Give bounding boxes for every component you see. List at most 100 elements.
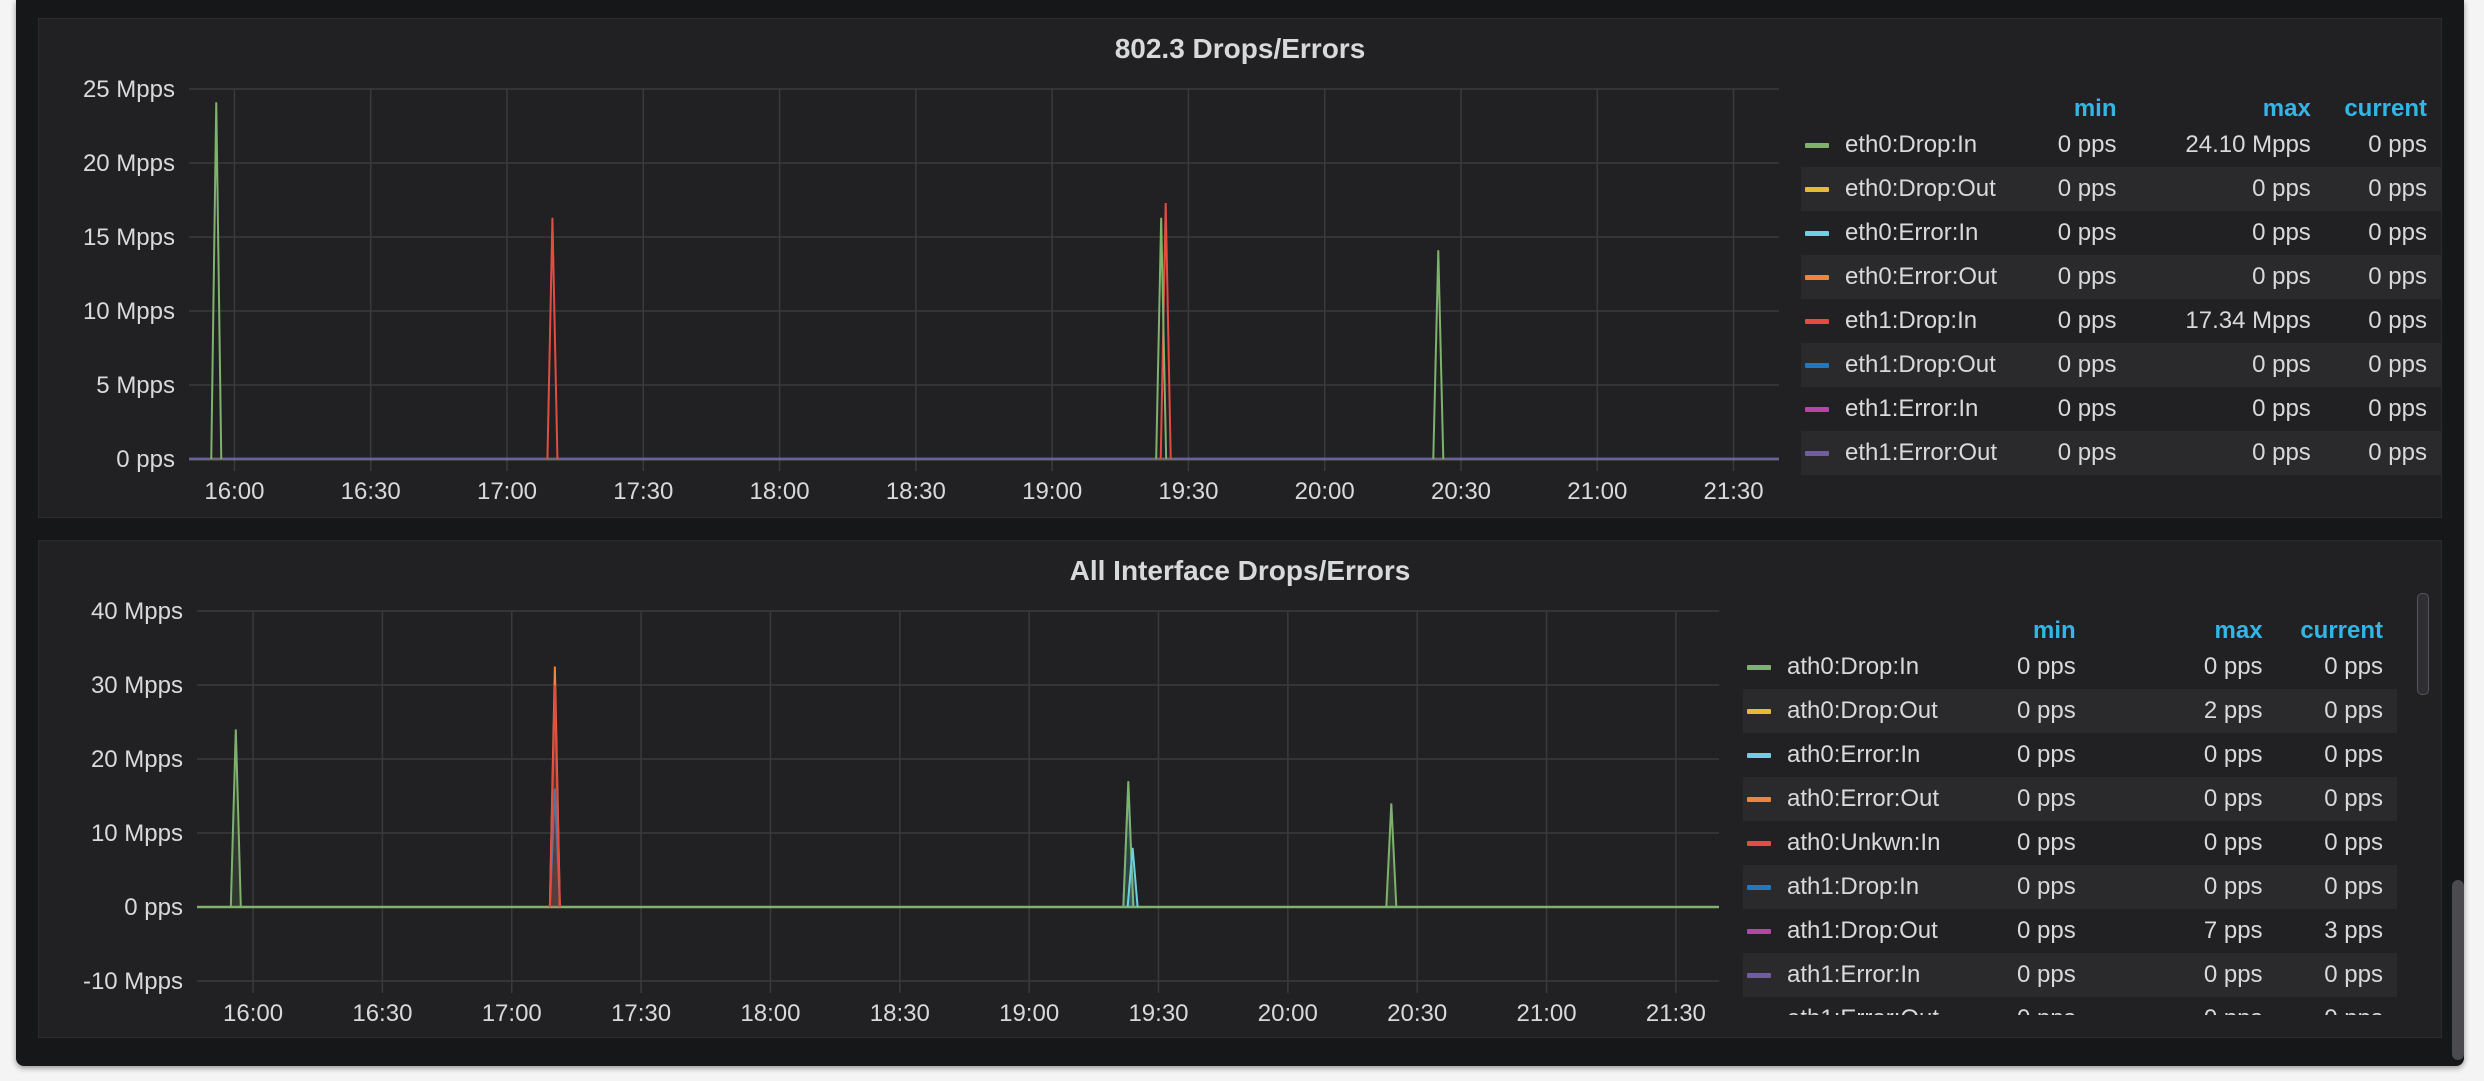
legend-series-name[interactable]: eth1:Drop:Out [1801,343,2004,387]
legend-series-name[interactable]: eth0:Drop:In [1801,123,2004,167]
legend-current: 0 pps [2324,431,2441,475]
legend-min: 0 pps [2003,167,2131,211]
series-spike-fill [1386,803,1397,907]
legend-row[interactable]: ath1:Error:In 0 pps 0 pps 0 pps [1743,953,2397,997]
legend-max: 0 pps [2203,653,2263,680]
series-color-swatch [1805,187,1829,193]
legend-series-name[interactable]: ath0:Error:In [1743,733,1951,777]
legend-row[interactable]: eth0:Drop:Out 0 pps 0 pps 0 pps [1801,167,2441,211]
legend-min: 0 pps [2057,131,2117,158]
x-tick-label: 17:00 [482,1000,542,1027]
legend-row[interactable]: eth1:Drop:Out 0 pps 0 pps 0 pps [1801,343,2441,387]
legend-row[interactable]: eth1:Error:Out 0 pps 0 pps 0 pps [1801,431,2441,475]
legend-current: 0 pps [2276,953,2397,997]
legend-max: 0 pps [2252,219,2311,246]
legend-series-name[interactable]: ath0:Drop:In [1743,645,1951,689]
series-color-swatch [1805,275,1829,281]
series-label: ath0:Drop:In [1787,653,1920,680]
legend-current: 0 pps [2324,653,2383,680]
series-spike [1126,847,1139,908]
legend-row[interactable]: ath0:Unkwn:In 0 pps 0 pps 0 pps [1743,821,2397,865]
panel-title[interactable]: All Interface Drops/Errors [1069,555,1411,586]
legend-max: 17.34 Mpps [2185,307,2311,334]
legend-series-name[interactable]: ath1:Error:Out [1743,997,1951,1015]
legend-row[interactable]: ath1:Drop:Out 0 pps 7 pps 3 pps [1743,909,2397,953]
y-tick-label: 15 Mpps [83,224,175,251]
x-tick-label: 17:30 [613,478,673,505]
legend-min: 0 pps [2003,255,2131,299]
panel-title[interactable]: 802.3 Drops/Errors [1114,33,1366,64]
x-tick-label: 16:30 [352,1000,412,1027]
series-color-swatch [1747,929,1771,935]
series-color-swatch [1747,885,1771,891]
x-tick-label: 19:30 [1128,1000,1188,1027]
legend-header-name [1743,603,1951,645]
series-label: eth1:Drop:Out [1845,351,1996,378]
series-label: ath1:Error:In [1787,961,1921,988]
legend-max: 0 pps [2252,395,2311,422]
legend-series-name[interactable]: eth1:Error:Out [1801,431,2004,475]
legend-header-max[interactable]: max [2214,617,2263,644]
legend-current: 0 pps [2324,255,2441,299]
legend-series-name[interactable]: ath1:Drop:In [1743,865,1951,909]
legend-series-name[interactable]: eth0:Drop:Out [1801,167,2004,211]
y-tick-label: 25 Mpps [83,76,175,103]
x-tick-label: 21:00 [1567,478,1627,505]
legend-min: 0 pps [2016,829,2076,856]
legend-header-current[interactable]: current [2344,95,2427,122]
legend-max: 0 pps [2130,255,2325,299]
x-tick-label: 19:30 [1158,478,1218,505]
legend-row[interactable]: eth1:Error:In 0 pps 0 pps 0 pps [1801,387,2441,431]
series-label: eth1:Error:Out [1845,439,1998,466]
y-tick-label: 30 Mpps [91,672,183,699]
legend-row[interactable]: eth0:Error:Out 0 pps 0 pps 0 pps [1801,255,2441,299]
legend-header-min[interactable]: min [2073,95,2117,122]
legend-series-name[interactable]: ath1:Drop:Out [1743,909,1951,953]
legend-series-name[interactable]: eth0:Error:Out [1801,255,2004,299]
legend-current: 3 pps [2324,917,2383,944]
series-color-swatch [1747,797,1771,803]
x-tick-label: 19:00 [999,1000,1059,1027]
legend-row[interactable]: ath0:Drop:Out 0 pps 2 pps 0 pps [1743,689,2397,733]
legend-row[interactable]: eth0:Error:In 0 pps 0 pps 0 pps [1801,211,2441,255]
legend-current: 0 pps [2324,741,2383,768]
x-tick-label: 20:00 [1295,478,1355,505]
legend-row[interactable]: ath1:Drop:In 0 pps 0 pps 0 pps [1743,865,2397,909]
series-label: eth0:Drop:Out [1845,175,1996,202]
legend-current: 0 pps [2368,395,2427,422]
legend-current: 0 pps [2276,777,2397,821]
series-label: ath0:Unkwn:In [1787,829,1941,856]
legend-max: 0 pps [2089,953,2277,997]
legend-min: 0 pps [1950,777,2090,821]
y-tick-label: 10 Mpps [83,298,175,325]
series-spike [548,684,561,908]
series-label: eth1:Drop:In [1845,307,1978,334]
legend-series-name[interactable]: eth1:Drop:In [1801,299,2004,343]
legend-max: 0 pps [2090,997,2277,1015]
legend-header-current[interactable]: current [2300,617,2383,644]
x-tick-label: 17:30 [611,1000,671,1027]
series-label: eth0:Drop:In [1845,131,1978,158]
legend-row[interactable]: eth0:Drop:In 0 pps 24.10 Mpps 0 pps [1801,123,2441,167]
legend-series-name[interactable]: ath0:Unkwn:In [1743,821,1951,865]
legend-row[interactable]: eth1:Drop:In 0 pps 17.34 Mpps 0 pps [1801,299,2441,343]
legend-series-name[interactable]: ath0:Error:Out [1743,777,1951,821]
legend-header-max[interactable]: max [2262,95,2311,122]
legend-scrollbar[interactable] [2417,593,2429,695]
legend-header-min[interactable]: min [2033,617,2076,644]
legend-row[interactable]: ath0:Error:In 0 pps 0 pps 0 pps [1743,733,2397,777]
legend: min max current ath0:Drop:In 0 pps 0 pps 0 … [1743,603,2397,1015]
legend-series-name[interactable]: eth0:Error:In [1801,211,2004,255]
y-tick-label: 10 Mpps [91,820,183,847]
legend-row[interactable]: ath0:Error:Out 0 pps 0 pps 0 pps [1743,777,2397,821]
legend-series-name[interactable]: eth1:Error:In [1801,387,2004,431]
legend-row[interactable]: ath0:Drop:In 0 pps 0 pps 0 pps [1743,645,2397,689]
legend-series-name[interactable]: ath0:Drop:Out [1743,689,1951,733]
series-color-swatch [1805,143,1829,149]
series-color-swatch [1747,973,1771,979]
legend-max: 0 pps [2203,829,2263,856]
page-scrollbar-thumb[interactable] [2452,880,2464,1060]
legend-series-name[interactable]: ath1:Error:In [1743,953,1951,997]
legend-min: 0 pps [2057,395,2117,422]
